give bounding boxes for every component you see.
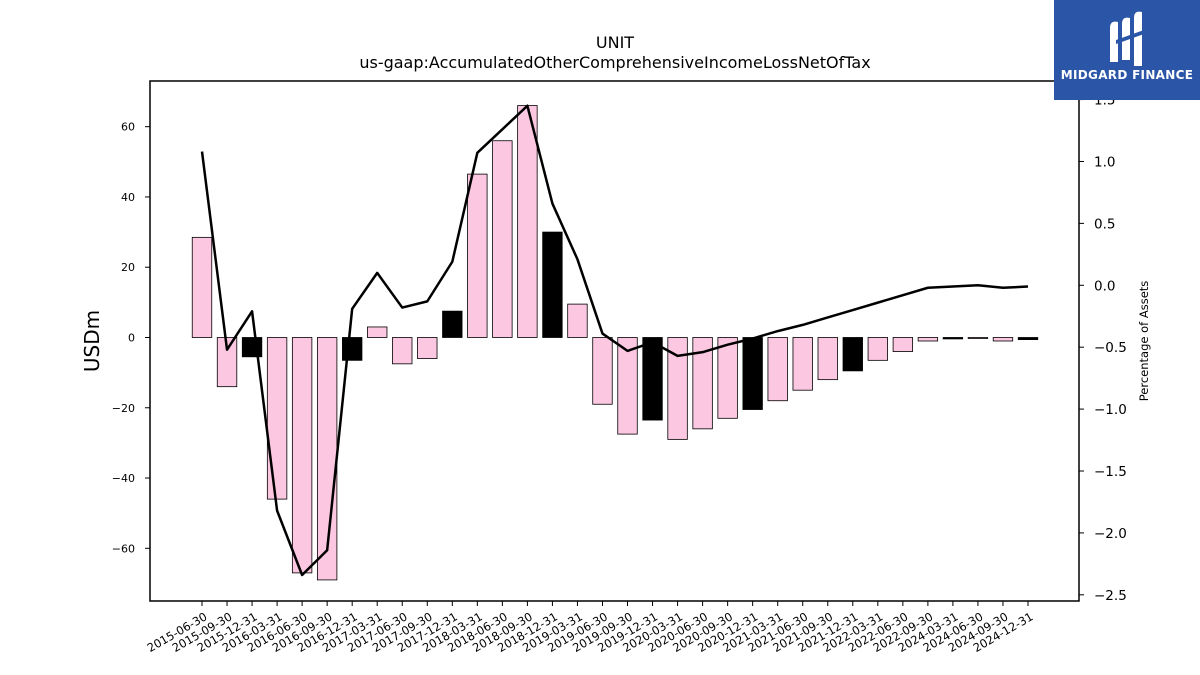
midgard-logo-icon: [1110, 11, 1144, 67]
bar: [992, 337, 1014, 342]
bar: [442, 310, 463, 338]
bar: [592, 337, 613, 405]
y2-tick-label: −1.5: [1094, 464, 1127, 480]
y2-tick-label: 1.0: [1094, 154, 1115, 170]
y2-tick-label: −2.0: [1094, 526, 1127, 542]
brand-logo: MIDGARD FINANCE: [1054, 0, 1200, 100]
bar: [392, 337, 413, 365]
y2-axis-label: Percentage of Assets: [1137, 281, 1151, 402]
x-axis: 2015-06-302015-09-302015-12-312016-03-31…: [145, 601, 1036, 655]
chart-title: UNIT: [596, 33, 634, 52]
y2-tick-label: −0.5: [1094, 340, 1127, 356]
bar: [642, 337, 663, 421]
bar: [517, 105, 538, 338]
y2-tick-label: −1.0: [1094, 402, 1127, 418]
bar: [842, 337, 863, 372]
bar: [717, 337, 738, 419]
bar: [742, 337, 763, 410]
y2-tick-label: −2.5: [1094, 588, 1127, 604]
bar: [817, 337, 838, 381]
bar: [967, 337, 989, 339]
bar: [542, 231, 563, 338]
bar: [917, 337, 939, 342]
bar: [1017, 337, 1039, 340]
bar: [467, 173, 488, 338]
y-tick-label: −40: [112, 472, 135, 485]
bar: [667, 337, 688, 440]
bar: [767, 337, 788, 402]
bar: [342, 337, 363, 361]
y-tick-label: 20: [121, 261, 135, 274]
bar: [191, 236, 213, 338]
bar: [216, 337, 238, 388]
bar: [417, 337, 438, 359]
bar: [266, 337, 288, 500]
logo-text: MIDGARD FINANCE: [1060, 68, 1194, 82]
bar: [867, 337, 888, 361]
bar: [892, 337, 914, 352]
bar: [692, 337, 713, 430]
line-layer: [200, 104, 1029, 577]
bars-layer: [191, 105, 1039, 581]
y-axis-right: −2.5−2.0−1.5−1.0−0.50.00.51.01.5: [1079, 93, 1127, 604]
y-tick-label: −20: [112, 402, 135, 415]
y-tick-label: 60: [121, 121, 135, 134]
bar: [291, 337, 313, 574]
bar: [492, 140, 513, 338]
y2-tick-label: 0.0: [1094, 278, 1115, 294]
y-tick-label: 0: [128, 331, 135, 344]
y-axis-label: USDm: [80, 310, 104, 372]
bar: [617, 337, 638, 435]
y-axis-left: −60 −40 −20 0 20 40 60: [112, 121, 150, 555]
bar: [567, 303, 588, 338]
line-series: [200, 104, 1029, 577]
plot-frame: [149, 80, 1080, 602]
y2-tick-label: 0.5: [1094, 216, 1115, 232]
bar: [367, 326, 388, 338]
y-tick-label: −60: [112, 542, 135, 555]
bar: [942, 337, 964, 340]
bar: [792, 337, 813, 391]
y-tick-label: 40: [121, 191, 135, 204]
bar: [241, 337, 263, 358]
chart-subtitle: us-gaap:AccumulatedOtherComprehensiveInc…: [359, 53, 870, 72]
